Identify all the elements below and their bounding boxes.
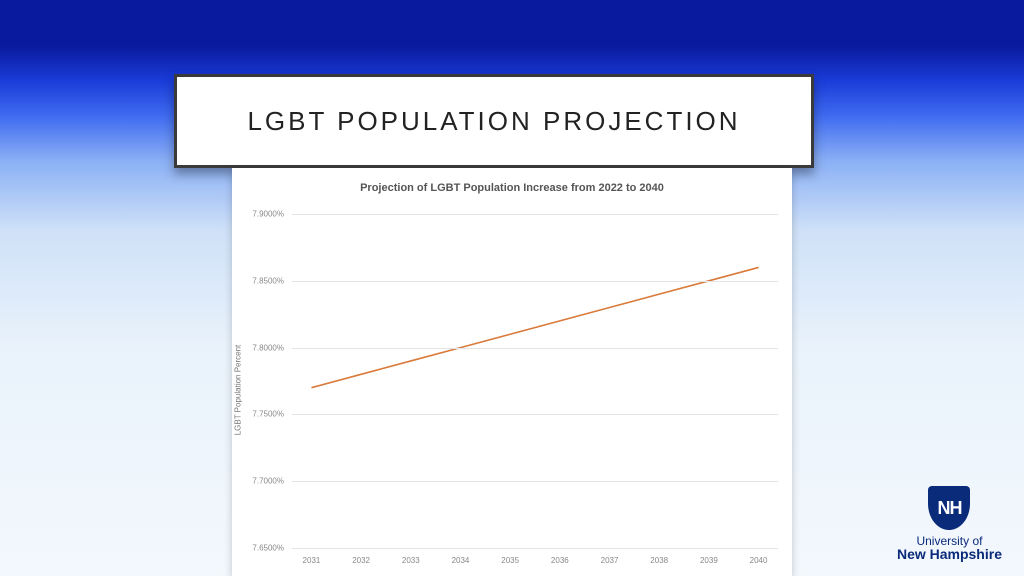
title-box: LGBT POPULATION PROJECTION <box>174 74 814 168</box>
chart-title: Projection of LGBT Population Increase f… <box>232 168 792 194</box>
x-tick-label: 2032 <box>352 556 370 565</box>
x-tick-label: 2036 <box>551 556 569 565</box>
x-tick-label: 2039 <box>700 556 718 565</box>
y-tick-label: 7.7000% <box>252 477 292 486</box>
chart-card: Projection of LGBT Population Increase f… <box>232 168 792 576</box>
x-tick-label: 2034 <box>452 556 470 565</box>
x-tick-label: 2033 <box>402 556 420 565</box>
projection-line <box>311 267 758 387</box>
y-tick-label: 7.6500% <box>252 544 292 553</box>
y-tick-label: 7.7500% <box>252 410 292 419</box>
y-axis-label: LGBT Population Percent <box>234 345 243 436</box>
y-tick-label: 7.8500% <box>252 276 292 285</box>
x-axis: 2031 2032 2033 2034 2035 2036 2037 2038 2039 2040 <box>292 554 778 570</box>
y-tick-label: 7.9000% <box>252 210 292 219</box>
plot: 7.6500%7.7000%7.7500%7.8000%7.8500%7.900… <box>292 214 778 548</box>
gridline <box>292 214 778 215</box>
x-tick-label: 2037 <box>601 556 619 565</box>
x-tick-label: 2031 <box>303 556 321 565</box>
line-series <box>292 214 778 548</box>
x-tick-label: 2038 <box>650 556 668 565</box>
slide-title: LGBT POPULATION PROJECTION <box>247 106 740 137</box>
logo-line2: New Hampshire <box>897 546 1002 562</box>
gridline <box>292 414 778 415</box>
gridline <box>292 548 778 549</box>
y-tick-label: 7.8000% <box>252 343 292 352</box>
slide: LGBT POPULATION PROJECTION Projection of… <box>0 0 1024 576</box>
shield-icon: NH <box>928 486 970 530</box>
gridline <box>292 281 778 282</box>
x-tick-label: 2040 <box>750 556 768 565</box>
university-logo: NH University of New Hampshire <box>897 486 1002 562</box>
shield-text: NH <box>937 498 961 519</box>
gridline <box>292 348 778 349</box>
x-tick-label: 2035 <box>501 556 519 565</box>
gridline <box>292 481 778 482</box>
plot-area: LGBT Population Percent 7.6500%7.7000%7.… <box>232 204 792 576</box>
